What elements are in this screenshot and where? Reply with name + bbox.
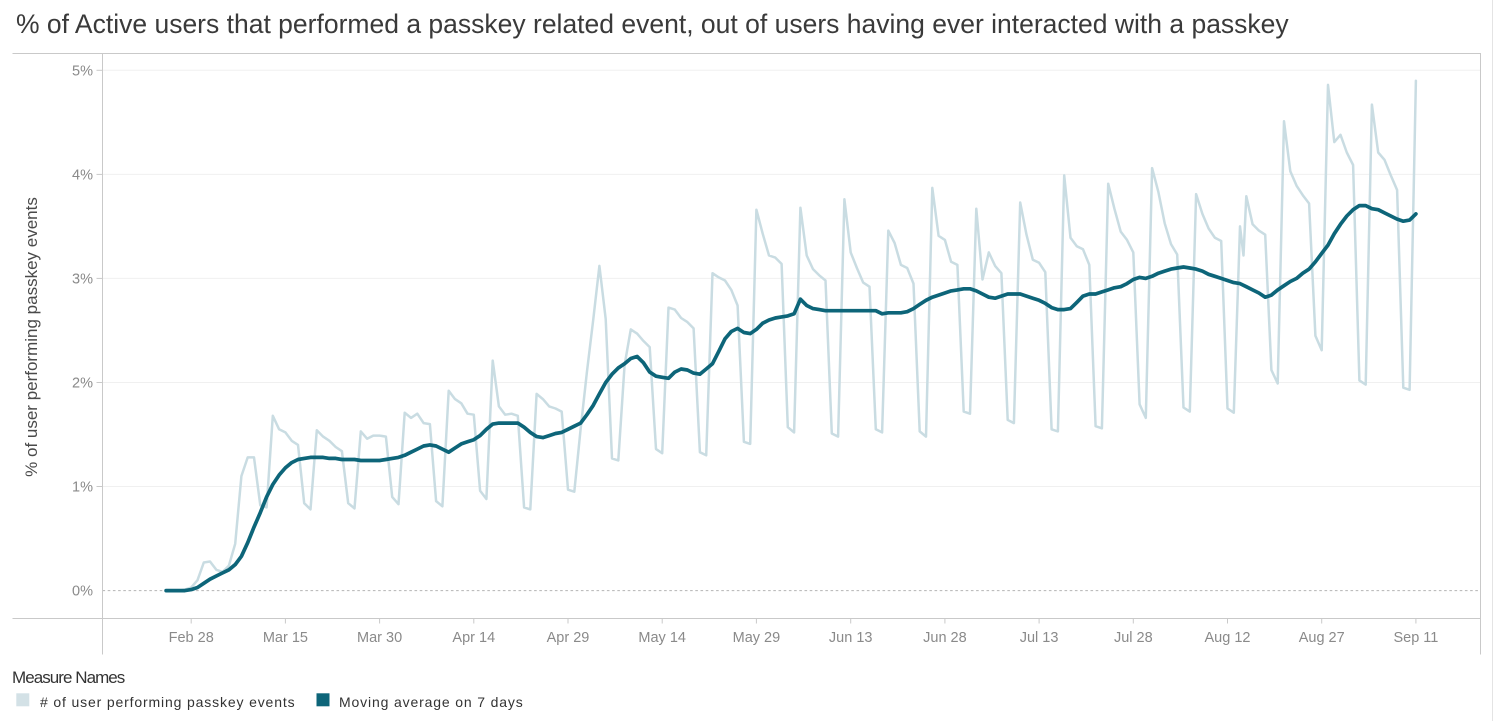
svg-text:Mar 15: Mar 15 [263, 630, 308, 646]
svg-text:Measure Names: Measure Names [12, 668, 125, 687]
svg-text:# of user performing passkey e: # of user performing passkey events [40, 694, 295, 710]
svg-text:% of user performing passkey e: % of user performing passkey events [22, 197, 41, 477]
svg-text:Apr 29: Apr 29 [547, 630, 590, 646]
svg-text:Moving average on 7 days: Moving average on 7 days [339, 694, 524, 710]
svg-text:Apr 14: Apr 14 [452, 630, 495, 646]
svg-text:Jun 28: Jun 28 [923, 630, 967, 646]
svg-text:4%: 4% [72, 167, 93, 183]
svg-text:3%: 3% [72, 271, 93, 287]
svg-text:Jun 13: Jun 13 [829, 630, 873, 646]
svg-text:1%: 1% [72, 480, 93, 496]
svg-text:Mar 30: Mar 30 [357, 630, 402, 646]
svg-text:Jul 28: Jul 28 [1114, 630, 1153, 646]
svg-text:2%: 2% [72, 376, 93, 392]
svg-text:Sep 11: Sep 11 [1393, 630, 1438, 646]
svg-text:Jul 13: Jul 13 [1020, 630, 1059, 646]
svg-text:% of Active users that perform: % of Active users that performed a passk… [16, 9, 1289, 39]
svg-text:Aug 27: Aug 27 [1299, 630, 1345, 646]
svg-text:5%: 5% [72, 63, 93, 79]
svg-text:May 29: May 29 [733, 630, 781, 646]
svg-text:Aug 12: Aug 12 [1205, 630, 1251, 646]
svg-text:Feb 28: Feb 28 [169, 630, 214, 646]
svg-text:0%: 0% [72, 584, 93, 600]
svg-text:May 14: May 14 [638, 630, 686, 646]
